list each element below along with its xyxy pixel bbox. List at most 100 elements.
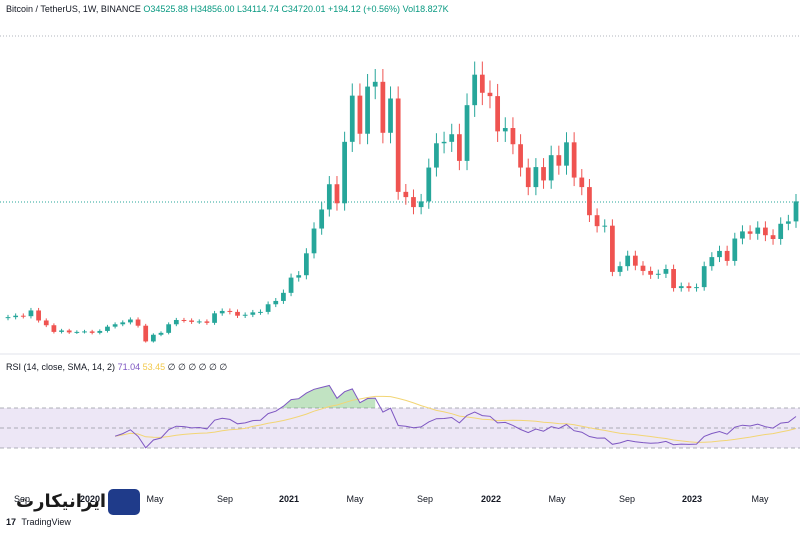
candle-body[interactable]	[747, 231, 753, 234]
candle-body[interactable]	[785, 221, 791, 224]
candle-body[interactable]	[625, 255, 631, 267]
candle-body[interactable]	[181, 319, 187, 321]
candle-body[interactable]	[296, 275, 302, 278]
candle-body[interactable]	[655, 273, 661, 275]
symbol-title[interactable]: Bitcoin / TetherUS, 1W, BINANCE	[6, 4, 141, 14]
candle-body[interactable]	[97, 330, 103, 333]
candle-body[interactable]	[74, 331, 80, 333]
candle-body[interactable]	[395, 98, 401, 192]
candle-body[interactable]	[120, 322, 126, 325]
candle-body[interactable]	[434, 143, 439, 168]
candle-body[interactable]	[13, 315, 19, 318]
candle-body[interactable]	[701, 266, 707, 288]
candle-body[interactable]	[457, 134, 462, 161]
candle-body[interactable]	[5, 317, 11, 319]
candle-body[interactable]	[694, 287, 699, 289]
candle-body[interactable]	[479, 74, 485, 93]
candle-body[interactable]	[82, 331, 87, 333]
candle-body[interactable]	[732, 238, 738, 261]
candle-body[interactable]	[579, 177, 585, 188]
candle-body[interactable]	[709, 257, 715, 267]
candle-body[interactable]	[204, 321, 210, 323]
candle-body[interactable]	[740, 231, 745, 239]
candle-body[interactable]	[426, 167, 432, 202]
candle-body[interactable]	[128, 319, 133, 323]
candle-body[interactable]	[632, 255, 638, 266]
candle-body[interactable]	[640, 265, 646, 271]
candle-body[interactable]	[326, 184, 332, 210]
candle-body[interactable]	[571, 142, 577, 178]
candle-body[interactable]	[150, 334, 156, 342]
candle-body[interactable]	[502, 128, 508, 132]
candle-body[interactable]	[533, 167, 539, 188]
rsi-pane[interactable]	[0, 358, 800, 488]
candle-body[interactable]	[36, 310, 41, 321]
candle-body[interactable]	[610, 225, 615, 272]
candle-body[interactable]	[196, 321, 202, 323]
candle-body[interactable]	[288, 277, 294, 293]
candle-body[interactable]	[212, 313, 217, 323]
symbol-legend[interactable]: Bitcoin / TetherUS, 1W, BINANCE O34525.8…	[6, 4, 449, 14]
candle-body[interactable]	[594, 215, 600, 227]
candle-body[interactable]	[235, 311, 240, 316]
candle-body[interactable]	[51, 325, 57, 332]
candle-body[interactable]	[265, 304, 271, 312]
candle-body[interactable]	[564, 142, 569, 166]
candle-body[interactable]	[319, 209, 325, 229]
candle-body[interactable]	[258, 311, 263, 313]
candle-body[interactable]	[449, 134, 455, 142]
candle-body[interactable]	[755, 227, 761, 234]
candle-body[interactable]	[671, 269, 676, 289]
candle-body[interactable]	[724, 250, 730, 261]
rsi-label[interactable]: RSI (14, close, SMA, 14, 2)	[6, 362, 116, 372]
candle-body[interactable]	[617, 266, 623, 272]
candle-body[interactable]	[770, 235, 776, 240]
candle-body[interactable]	[602, 225, 608, 227]
candle-body[interactable]	[43, 320, 49, 326]
candle-body[interactable]	[510, 128, 516, 145]
rsi-legend[interactable]: RSI (14, close, SMA, 14, 2) 71.04 53.45 …	[6, 362, 227, 373]
candle-body[interactable]	[778, 223, 784, 240]
candle-body[interactable]	[357, 95, 363, 134]
candle-body[interactable]	[541, 167, 546, 181]
candle-body[interactable]	[663, 269, 669, 274]
candle-body[interactable]	[59, 330, 64, 332]
candle-body[interactable]	[273, 300, 279, 305]
candle-body[interactable]	[112, 324, 118, 327]
candle-body[interactable]	[342, 141, 347, 204]
candle-body[interactable]	[388, 98, 393, 133]
candle-body[interactable]	[166, 324, 172, 333]
candle-body[interactable]	[303, 253, 309, 276]
candle-body[interactable]	[135, 319, 141, 326]
candle-body[interactable]	[648, 270, 654, 275]
candle-body[interactable]	[487, 92, 493, 97]
candle-body[interactable]	[472, 74, 478, 106]
candle-body[interactable]	[495, 96, 501, 132]
candle-body[interactable]	[173, 319, 179, 325]
candle-body[interactable]	[793, 201, 799, 222]
candle-body[interactable]	[311, 228, 317, 254]
candle-body[interactable]	[525, 167, 531, 188]
candle-body[interactable]	[518, 144, 523, 168]
candle-body[interactable]	[464, 105, 470, 161]
candle-body[interactable]	[281, 292, 286, 301]
candle-body[interactable]	[349, 95, 355, 142]
candle-body[interactable]	[418, 201, 424, 208]
candle-body[interactable]	[66, 330, 72, 333]
candle-body[interactable]	[411, 197, 416, 208]
candle-body[interactable]	[20, 315, 26, 317]
candle-body[interactable]	[242, 314, 248, 316]
candle-body[interactable]	[587, 187, 592, 216]
price-pane[interactable]	[0, 0, 800, 355]
tradingview-watermark[interactable]: 17 TradingView	[6, 517, 71, 527]
candle-body[interactable]	[334, 184, 340, 204]
candle-body[interactable]	[219, 310, 225, 314]
candle-body[interactable]	[250, 312, 256, 315]
candle-body[interactable]	[678, 286, 684, 289]
candle-body[interactable]	[372, 81, 378, 87]
candle-body[interactable]	[548, 155, 554, 181]
candle-body[interactable]	[441, 141, 447, 144]
candle-body[interactable]	[365, 86, 370, 134]
candle-body[interactable]	[763, 227, 768, 236]
